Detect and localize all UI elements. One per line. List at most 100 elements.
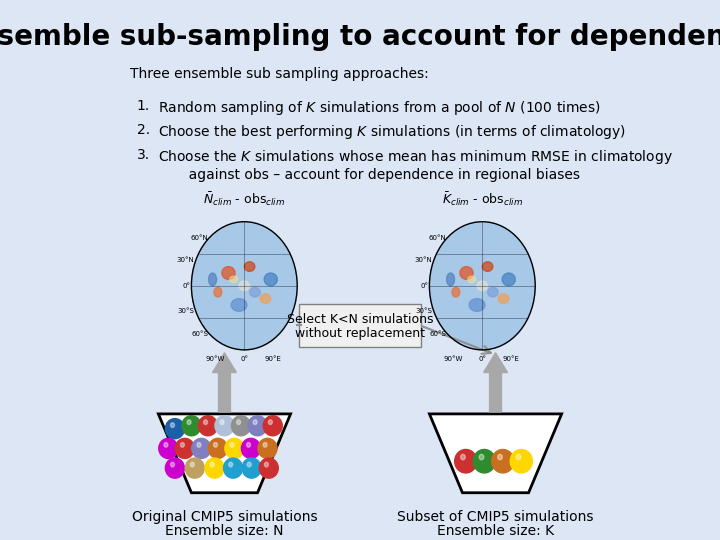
Ellipse shape — [197, 442, 201, 447]
Ellipse shape — [222, 267, 235, 279]
Polygon shape — [429, 414, 562, 492]
Text: 30°S: 30°S — [178, 308, 194, 314]
Text: 90°W: 90°W — [205, 356, 225, 362]
Ellipse shape — [510, 449, 532, 473]
Text: Random sampling of $K$ simulations from a pool of $N$ (100 times): Random sampling of $K$ simulations from … — [158, 98, 601, 117]
Ellipse shape — [246, 442, 251, 447]
Text: 2.: 2. — [137, 123, 150, 137]
Ellipse shape — [208, 438, 228, 458]
Ellipse shape — [250, 287, 260, 297]
Text: 60°N: 60°N — [428, 235, 446, 241]
Ellipse shape — [192, 222, 297, 350]
Ellipse shape — [181, 442, 184, 447]
Ellipse shape — [480, 454, 484, 460]
Ellipse shape — [166, 418, 184, 438]
Ellipse shape — [461, 454, 465, 460]
Ellipse shape — [214, 287, 222, 297]
Ellipse shape — [205, 458, 224, 478]
Ellipse shape — [241, 438, 261, 458]
Text: Three ensemble sub sampling approaches:: Three ensemble sub sampling approaches: — [130, 67, 428, 81]
FancyArrow shape — [212, 353, 236, 412]
Text: Choose the $K$ simulations whose mean has minimum RMSE in climatology
       aga: Choose the $K$ simulations whose mean ha… — [158, 148, 673, 182]
Ellipse shape — [232, 416, 251, 436]
Text: Subset of CMIP5 simulations: Subset of CMIP5 simulations — [397, 510, 594, 524]
Ellipse shape — [468, 276, 476, 282]
Ellipse shape — [264, 273, 277, 286]
Ellipse shape — [242, 458, 261, 478]
Ellipse shape — [214, 442, 217, 447]
Ellipse shape — [204, 420, 207, 424]
Ellipse shape — [258, 438, 277, 458]
Text: 60°S: 60°S — [429, 331, 446, 337]
Ellipse shape — [182, 416, 201, 436]
Text: 0°: 0° — [420, 283, 428, 289]
Ellipse shape — [166, 458, 184, 478]
Text: $\bar{N}_{clim}$ - obs$_{clim}$: $\bar{N}_{clim}$ - obs$_{clim}$ — [203, 190, 285, 208]
Text: Ensemble size: N: Ensemble size: N — [165, 524, 284, 538]
Text: Choose the best performing $K$ simulations (in terms of climatology): Choose the best performing $K$ simulatio… — [158, 123, 626, 141]
Ellipse shape — [498, 294, 509, 303]
Text: 3.: 3. — [137, 148, 150, 162]
Ellipse shape — [247, 462, 251, 467]
Text: without replacement: without replacement — [295, 327, 425, 340]
Ellipse shape — [215, 416, 234, 436]
Ellipse shape — [502, 273, 516, 286]
Ellipse shape — [263, 442, 267, 447]
Ellipse shape — [199, 416, 217, 436]
Text: Select K<N simulations: Select K<N simulations — [287, 313, 433, 326]
FancyArrow shape — [484, 353, 508, 412]
Ellipse shape — [454, 449, 477, 473]
Text: 0°: 0° — [240, 356, 248, 362]
Ellipse shape — [429, 222, 535, 350]
Ellipse shape — [487, 287, 498, 297]
Ellipse shape — [237, 420, 240, 424]
Text: 0°: 0° — [478, 356, 486, 362]
Ellipse shape — [171, 423, 174, 428]
Ellipse shape — [492, 449, 514, 473]
Ellipse shape — [223, 458, 243, 478]
Ellipse shape — [473, 449, 495, 473]
Ellipse shape — [244, 262, 255, 272]
Text: 1.: 1. — [137, 98, 150, 112]
Ellipse shape — [482, 262, 493, 272]
Text: 30°N: 30°N — [415, 257, 433, 263]
Ellipse shape — [239, 281, 250, 291]
Text: 30°S: 30°S — [415, 308, 433, 314]
Ellipse shape — [229, 462, 233, 467]
Ellipse shape — [220, 420, 224, 424]
Ellipse shape — [192, 438, 211, 458]
Ellipse shape — [498, 454, 503, 460]
Ellipse shape — [209, 273, 217, 286]
Text: $\bar{K}_{clim}$ - obs$_{clim}$: $\bar{K}_{clim}$ - obs$_{clim}$ — [442, 190, 523, 208]
Text: Original CMIP5 simulations: Original CMIP5 simulations — [132, 510, 318, 524]
Ellipse shape — [230, 276, 238, 282]
Ellipse shape — [259, 458, 279, 478]
Text: 30°N: 30°N — [176, 257, 194, 263]
Ellipse shape — [452, 287, 460, 297]
Ellipse shape — [187, 420, 191, 424]
Text: Ensemble size: K: Ensemble size: K — [437, 524, 554, 538]
Ellipse shape — [469, 299, 485, 312]
Text: 90°W: 90°W — [444, 356, 463, 362]
Ellipse shape — [185, 458, 204, 478]
Ellipse shape — [264, 416, 282, 436]
Text: 0°: 0° — [182, 283, 190, 289]
Ellipse shape — [253, 420, 257, 424]
Ellipse shape — [225, 438, 244, 458]
Polygon shape — [158, 414, 291, 492]
Ellipse shape — [190, 462, 194, 467]
Ellipse shape — [248, 416, 267, 436]
Ellipse shape — [264, 462, 269, 467]
Ellipse shape — [164, 442, 168, 447]
Text: 60°S: 60°S — [191, 331, 208, 337]
Ellipse shape — [516, 454, 521, 460]
Ellipse shape — [446, 273, 454, 286]
Text: 90°E: 90°E — [503, 356, 520, 362]
Ellipse shape — [175, 438, 194, 458]
Ellipse shape — [171, 462, 174, 467]
Ellipse shape — [460, 267, 473, 279]
Text: 60°N: 60°N — [190, 235, 208, 241]
Ellipse shape — [269, 420, 272, 424]
Ellipse shape — [231, 299, 247, 312]
Ellipse shape — [158, 438, 178, 458]
